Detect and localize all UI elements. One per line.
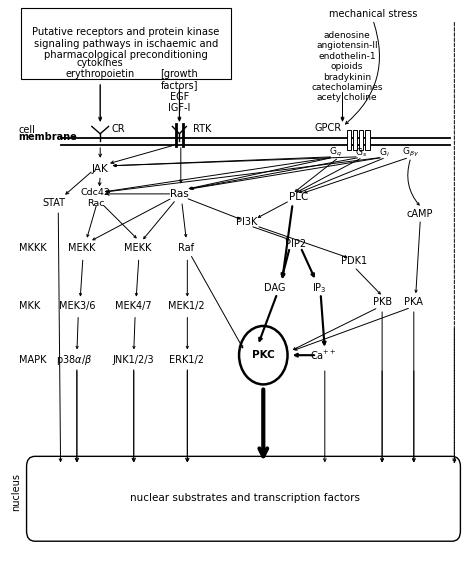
Text: p38$\alpha$/$\beta$: p38$\alpha$/$\beta$ (56, 353, 93, 366)
FancyBboxPatch shape (21, 8, 231, 79)
Text: PIP2: PIP2 (285, 239, 307, 250)
Text: Ca$^{++}$: Ca$^{++}$ (310, 348, 337, 362)
Text: G$_{\beta\gamma}$: G$_{\beta\gamma}$ (403, 146, 419, 160)
Text: CR: CR (111, 124, 125, 134)
Text: membrane: membrane (19, 132, 77, 142)
Text: MEK1/2: MEK1/2 (168, 301, 205, 311)
Text: Cdc42
Rac: Cdc42 Rac (81, 188, 110, 207)
Text: MEKK: MEKK (68, 243, 95, 253)
Text: RTK: RTK (192, 124, 211, 134)
Text: cytokines
erythropoietin: cytokines erythropoietin (66, 58, 135, 79)
Text: JAK: JAK (92, 164, 109, 174)
Text: MKKK: MKKK (19, 243, 46, 253)
Bar (347, 130, 351, 150)
Text: cell: cell (19, 125, 35, 135)
Text: MEK4/7: MEK4/7 (116, 301, 152, 311)
Text: nucleus: nucleus (11, 473, 21, 511)
Text: PKC: PKC (252, 350, 274, 360)
Text: [growth
factors]
EGF
IGF-I: [growth factors] EGF IGF-I (160, 69, 199, 114)
Bar (353, 130, 357, 150)
Text: Ras: Ras (170, 189, 189, 199)
Circle shape (239, 326, 288, 384)
Text: PKA: PKA (404, 297, 423, 307)
Text: ERK1/2: ERK1/2 (169, 355, 204, 365)
Text: mechanical stress: mechanical stress (329, 9, 417, 19)
Text: G$_i$: G$_i$ (379, 147, 390, 159)
Text: MEKK: MEKK (124, 243, 151, 253)
Text: PKB: PKB (372, 297, 392, 307)
Text: Raf: Raf (178, 243, 194, 253)
FancyBboxPatch shape (27, 456, 460, 541)
Text: MAPK: MAPK (19, 355, 46, 365)
Text: nuclear substrates and transcription factors: nuclear substrates and transcription fac… (130, 493, 360, 504)
Text: G$_q$: G$_q$ (329, 146, 342, 160)
Text: MKK: MKK (19, 301, 40, 311)
Text: STAT: STAT (42, 198, 65, 209)
Text: GPCR: GPCR (315, 123, 342, 133)
Bar (365, 130, 370, 150)
Text: Putative receptors and protein kinase
signaling pathways in ischaemic and
pharma: Putative receptors and protein kinase si… (32, 27, 219, 60)
Text: JNK1/2/3: JNK1/2/3 (112, 355, 154, 365)
Text: PDK1: PDK1 (341, 256, 367, 266)
Text: DAG: DAG (264, 283, 286, 293)
Text: PI3K: PI3K (236, 217, 258, 227)
Bar (359, 130, 363, 150)
Text: adenosine
angiotensin-II
endothelin-1
opioids
bradykinin
catecholamines
acetylch: adenosine angiotensin-II endothelin-1 op… (311, 31, 383, 102)
Text: cAMP: cAMP (406, 209, 432, 219)
Text: MEK3/6: MEK3/6 (59, 301, 95, 311)
Text: IP$_3$: IP$_3$ (312, 281, 327, 294)
Text: PLC: PLC (288, 192, 308, 202)
Text: G$_s$: G$_s$ (355, 147, 367, 159)
